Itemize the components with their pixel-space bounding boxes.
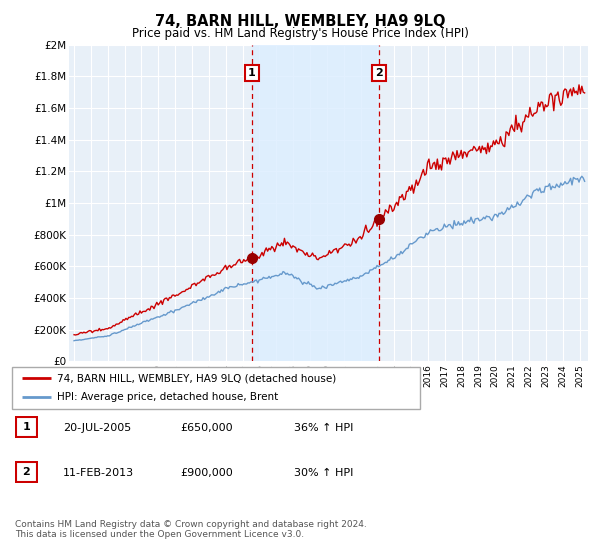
FancyBboxPatch shape xyxy=(12,367,420,409)
Text: 2: 2 xyxy=(376,68,383,78)
Text: 20-JUL-2005: 20-JUL-2005 xyxy=(63,423,131,433)
Text: Contains HM Land Registry data © Crown copyright and database right 2024.
This d: Contains HM Land Registry data © Crown c… xyxy=(15,520,367,539)
Text: £900,000: £900,000 xyxy=(180,468,233,478)
Text: 1: 1 xyxy=(23,422,30,432)
Text: 74, BARN HILL, WEMBLEY, HA9 9LQ (detached house): 74, BARN HILL, WEMBLEY, HA9 9LQ (detache… xyxy=(57,373,336,383)
FancyBboxPatch shape xyxy=(16,462,37,482)
Text: 2: 2 xyxy=(23,467,30,477)
Text: 30% ↑ HPI: 30% ↑ HPI xyxy=(294,468,353,478)
Text: Price paid vs. HM Land Registry's House Price Index (HPI): Price paid vs. HM Land Registry's House … xyxy=(131,27,469,40)
Bar xyxy=(252,45,379,361)
Text: 36% ↑ HPI: 36% ↑ HPI xyxy=(294,423,353,433)
Text: £650,000: £650,000 xyxy=(180,423,233,433)
Text: 74, BARN HILL, WEMBLEY, HA9 9LQ: 74, BARN HILL, WEMBLEY, HA9 9LQ xyxy=(155,14,445,29)
Text: 1: 1 xyxy=(248,68,256,78)
FancyBboxPatch shape xyxy=(16,417,37,437)
Text: HPI: Average price, detached house, Brent: HPI: Average price, detached house, Bren… xyxy=(57,393,278,403)
Text: 11-FEB-2013: 11-FEB-2013 xyxy=(63,468,134,478)
